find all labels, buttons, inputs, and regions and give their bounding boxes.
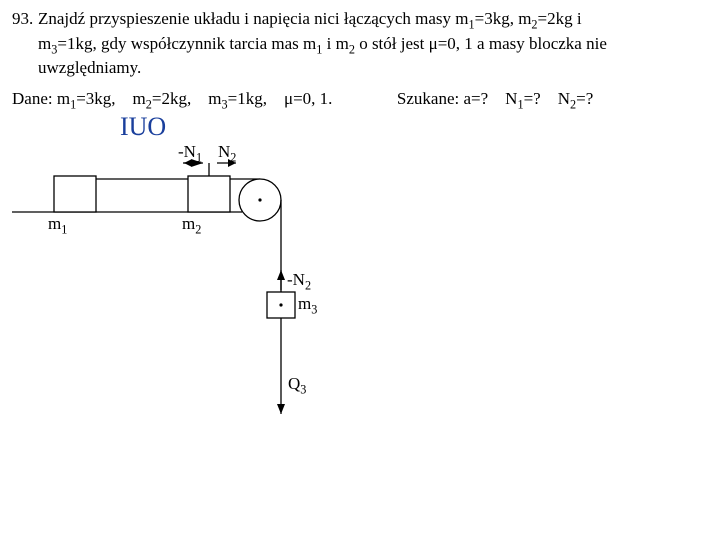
m3-label: m3	[298, 294, 317, 317]
gp3: m	[208, 89, 221, 108]
minus-n1-label: -N1	[178, 142, 202, 165]
gv2: =2kg,	[152, 89, 191, 108]
diagram-svg	[12, 114, 412, 434]
problem-number: 93.	[12, 8, 38, 29]
gmu: μ=0, 1.	[284, 89, 332, 108]
n2-label: N2	[218, 142, 236, 165]
m3-dot	[279, 303, 282, 306]
e1: =3kg, m	[475, 9, 532, 28]
e2: =2kg i	[538, 9, 582, 28]
q3-label: Q3	[288, 374, 306, 397]
t1: Znajdź przyspieszenie układu i napięcia …	[38, 9, 468, 28]
given: Dane: m1=3kg, m2=2kg, m3=1kg, μ=0, 1.	[12, 89, 337, 108]
gv3: =1kg,	[228, 89, 267, 108]
pulley-axle	[258, 198, 261, 201]
m1-box	[54, 176, 96, 212]
gpre: Dane: m	[12, 89, 70, 108]
sq2: =?	[576, 89, 593, 108]
e3: =1kg, gdy współczynnik tarcia mas m	[57, 34, 316, 53]
sought: Szukane: a=? N1=? N2=?	[397, 89, 593, 108]
m1-label: m1	[48, 214, 67, 237]
sn2: N	[558, 89, 570, 108]
m2-box	[188, 176, 230, 212]
gv1: =3kg,	[76, 89, 115, 108]
mid: i m	[322, 34, 348, 53]
given-sought-row: Dane: m1=3kg, m2=2kg, m3=1kg, μ=0, 1. Sz…	[12, 89, 708, 112]
vec-minus-n2-head	[277, 270, 285, 280]
sn1: N	[505, 89, 517, 108]
minus-n2-label: -N2	[287, 270, 311, 293]
t3: uwzględniamy.	[38, 58, 141, 77]
spre: Szukane: a=?	[397, 89, 488, 108]
gp2: m	[133, 89, 146, 108]
t2a: m	[38, 34, 51, 53]
tail: o stół jest μ=0, 1 a masy bloczka nie	[355, 34, 607, 53]
sq1: =?	[524, 89, 541, 108]
diagram: IUO	[12, 114, 412, 434]
q3-arrowhead	[277, 404, 285, 414]
problem-statement: 93. Znajdź przyspieszenie układu i napię…	[12, 8, 708, 79]
m2-label: m2	[182, 214, 201, 237]
problem-body: Znajdź przyspieszenie układu i napięcia …	[38, 8, 708, 79]
